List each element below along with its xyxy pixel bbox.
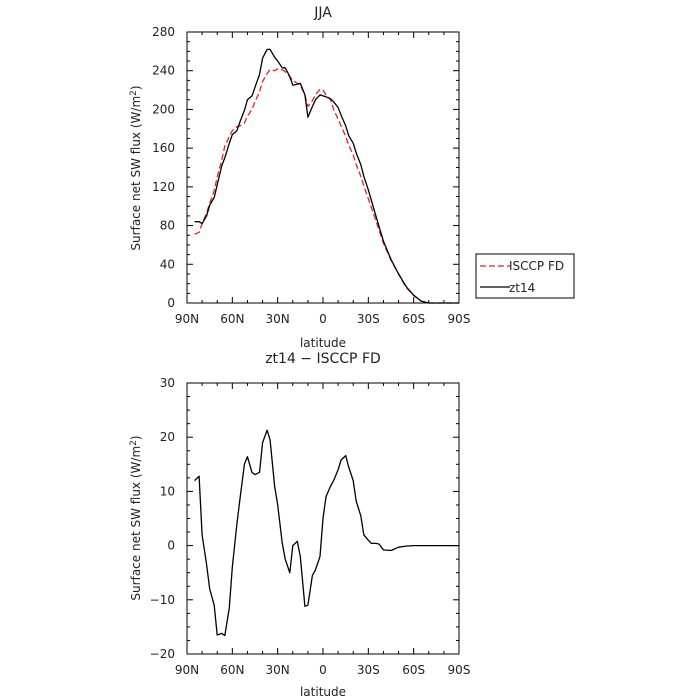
x-tick-label: 90S xyxy=(448,663,471,677)
x-tick-label: 30S xyxy=(357,663,380,677)
x-tick-labels: 90N 60N 30N 0 30S 60S 90S xyxy=(175,312,471,326)
x-tick-label: 30N xyxy=(266,663,290,677)
plot-frame xyxy=(186,31,460,304)
y-tick-labels: −20 −10 0 10 20 30 xyxy=(150,376,175,661)
plot-frame xyxy=(186,382,460,655)
y-tick-marks xyxy=(186,31,460,304)
chart-title: zt14 − ISCCP FD xyxy=(265,351,381,367)
series-line-difference xyxy=(194,429,459,637)
y-tick-label: 40 xyxy=(160,257,175,271)
x-tick-label: 0 xyxy=(319,312,327,326)
x-tick-label: 90S xyxy=(448,312,471,326)
x-tick-label: 60S xyxy=(402,312,425,326)
chart-title: JJA xyxy=(313,5,332,21)
y-axis-label-close: ) xyxy=(129,85,143,90)
legend-frame xyxy=(475,253,575,299)
y-axis-label-close: ) xyxy=(129,435,143,440)
chart-jja: JJA 0 40 80 120 160 200 240 280 90N 60N 30N 0 30S 60… xyxy=(129,5,575,350)
y-axis-label-superscript: 2 xyxy=(129,440,139,446)
y-axis-label: Surface net SW flux (W/m2) xyxy=(129,435,143,600)
legend-label-isccp-fd: ISCCP FD xyxy=(509,259,564,273)
y-tick-label: 240 xyxy=(152,64,175,78)
x-tick-label: 90N xyxy=(175,312,199,326)
y-tick-label: 0 xyxy=(167,539,175,553)
y-tick-label: 280 xyxy=(152,25,175,39)
legend-label-zt14: zt14 xyxy=(509,281,535,295)
x-axis-label: latitude xyxy=(300,336,346,350)
series-line-isccp-fd xyxy=(194,68,459,304)
x-tick-label: 60N xyxy=(220,312,244,326)
y-axis-label-superscript: 2 xyxy=(129,90,139,96)
y-tick-label: 200 xyxy=(152,102,175,116)
x-tick-label: 60N xyxy=(220,663,244,677)
y-tick-label: 120 xyxy=(152,180,175,194)
y-tick-label: 0 xyxy=(167,296,175,310)
y-axis-label: Surface net SW flux (W/m2) xyxy=(129,85,143,250)
x-tick-label: 90N xyxy=(175,663,199,677)
x-tick-labels: 90N 60N 30N 0 30S 60S 90S xyxy=(175,663,471,677)
y-tick-label: 20 xyxy=(160,430,175,444)
chart-difference: zt14 − ISCCP FD −20 −10 0 10 20 30 90N 60N 30N 0… xyxy=(129,351,470,699)
x-tick-label: 0 xyxy=(319,663,327,677)
x-axis-label: latitude xyxy=(300,685,346,699)
y-axis-label-text: Surface net SW flux (W/m xyxy=(129,96,143,251)
x-tick-label: 30N xyxy=(266,312,290,326)
y-tick-label: −10 xyxy=(150,593,175,607)
y-tick-label: 80 xyxy=(160,219,175,233)
y-tick-label: −20 xyxy=(150,647,175,661)
series-line-zt14 xyxy=(194,48,459,304)
series-group xyxy=(194,48,459,304)
y-tick-labels: 0 40 80 120 160 200 240 280 xyxy=(152,25,175,310)
y-tick-label: 160 xyxy=(152,141,175,155)
y-tick-label: 30 xyxy=(160,376,175,390)
y-tick-label: 10 xyxy=(160,484,175,498)
y-axis-label-text: Surface net SW flux (W/m xyxy=(129,446,143,601)
x-tick-label: 60S xyxy=(402,663,425,677)
legend: ISCCP FD zt14 xyxy=(475,253,575,299)
x-tick-label: 30S xyxy=(357,312,380,326)
series-group xyxy=(194,429,459,637)
